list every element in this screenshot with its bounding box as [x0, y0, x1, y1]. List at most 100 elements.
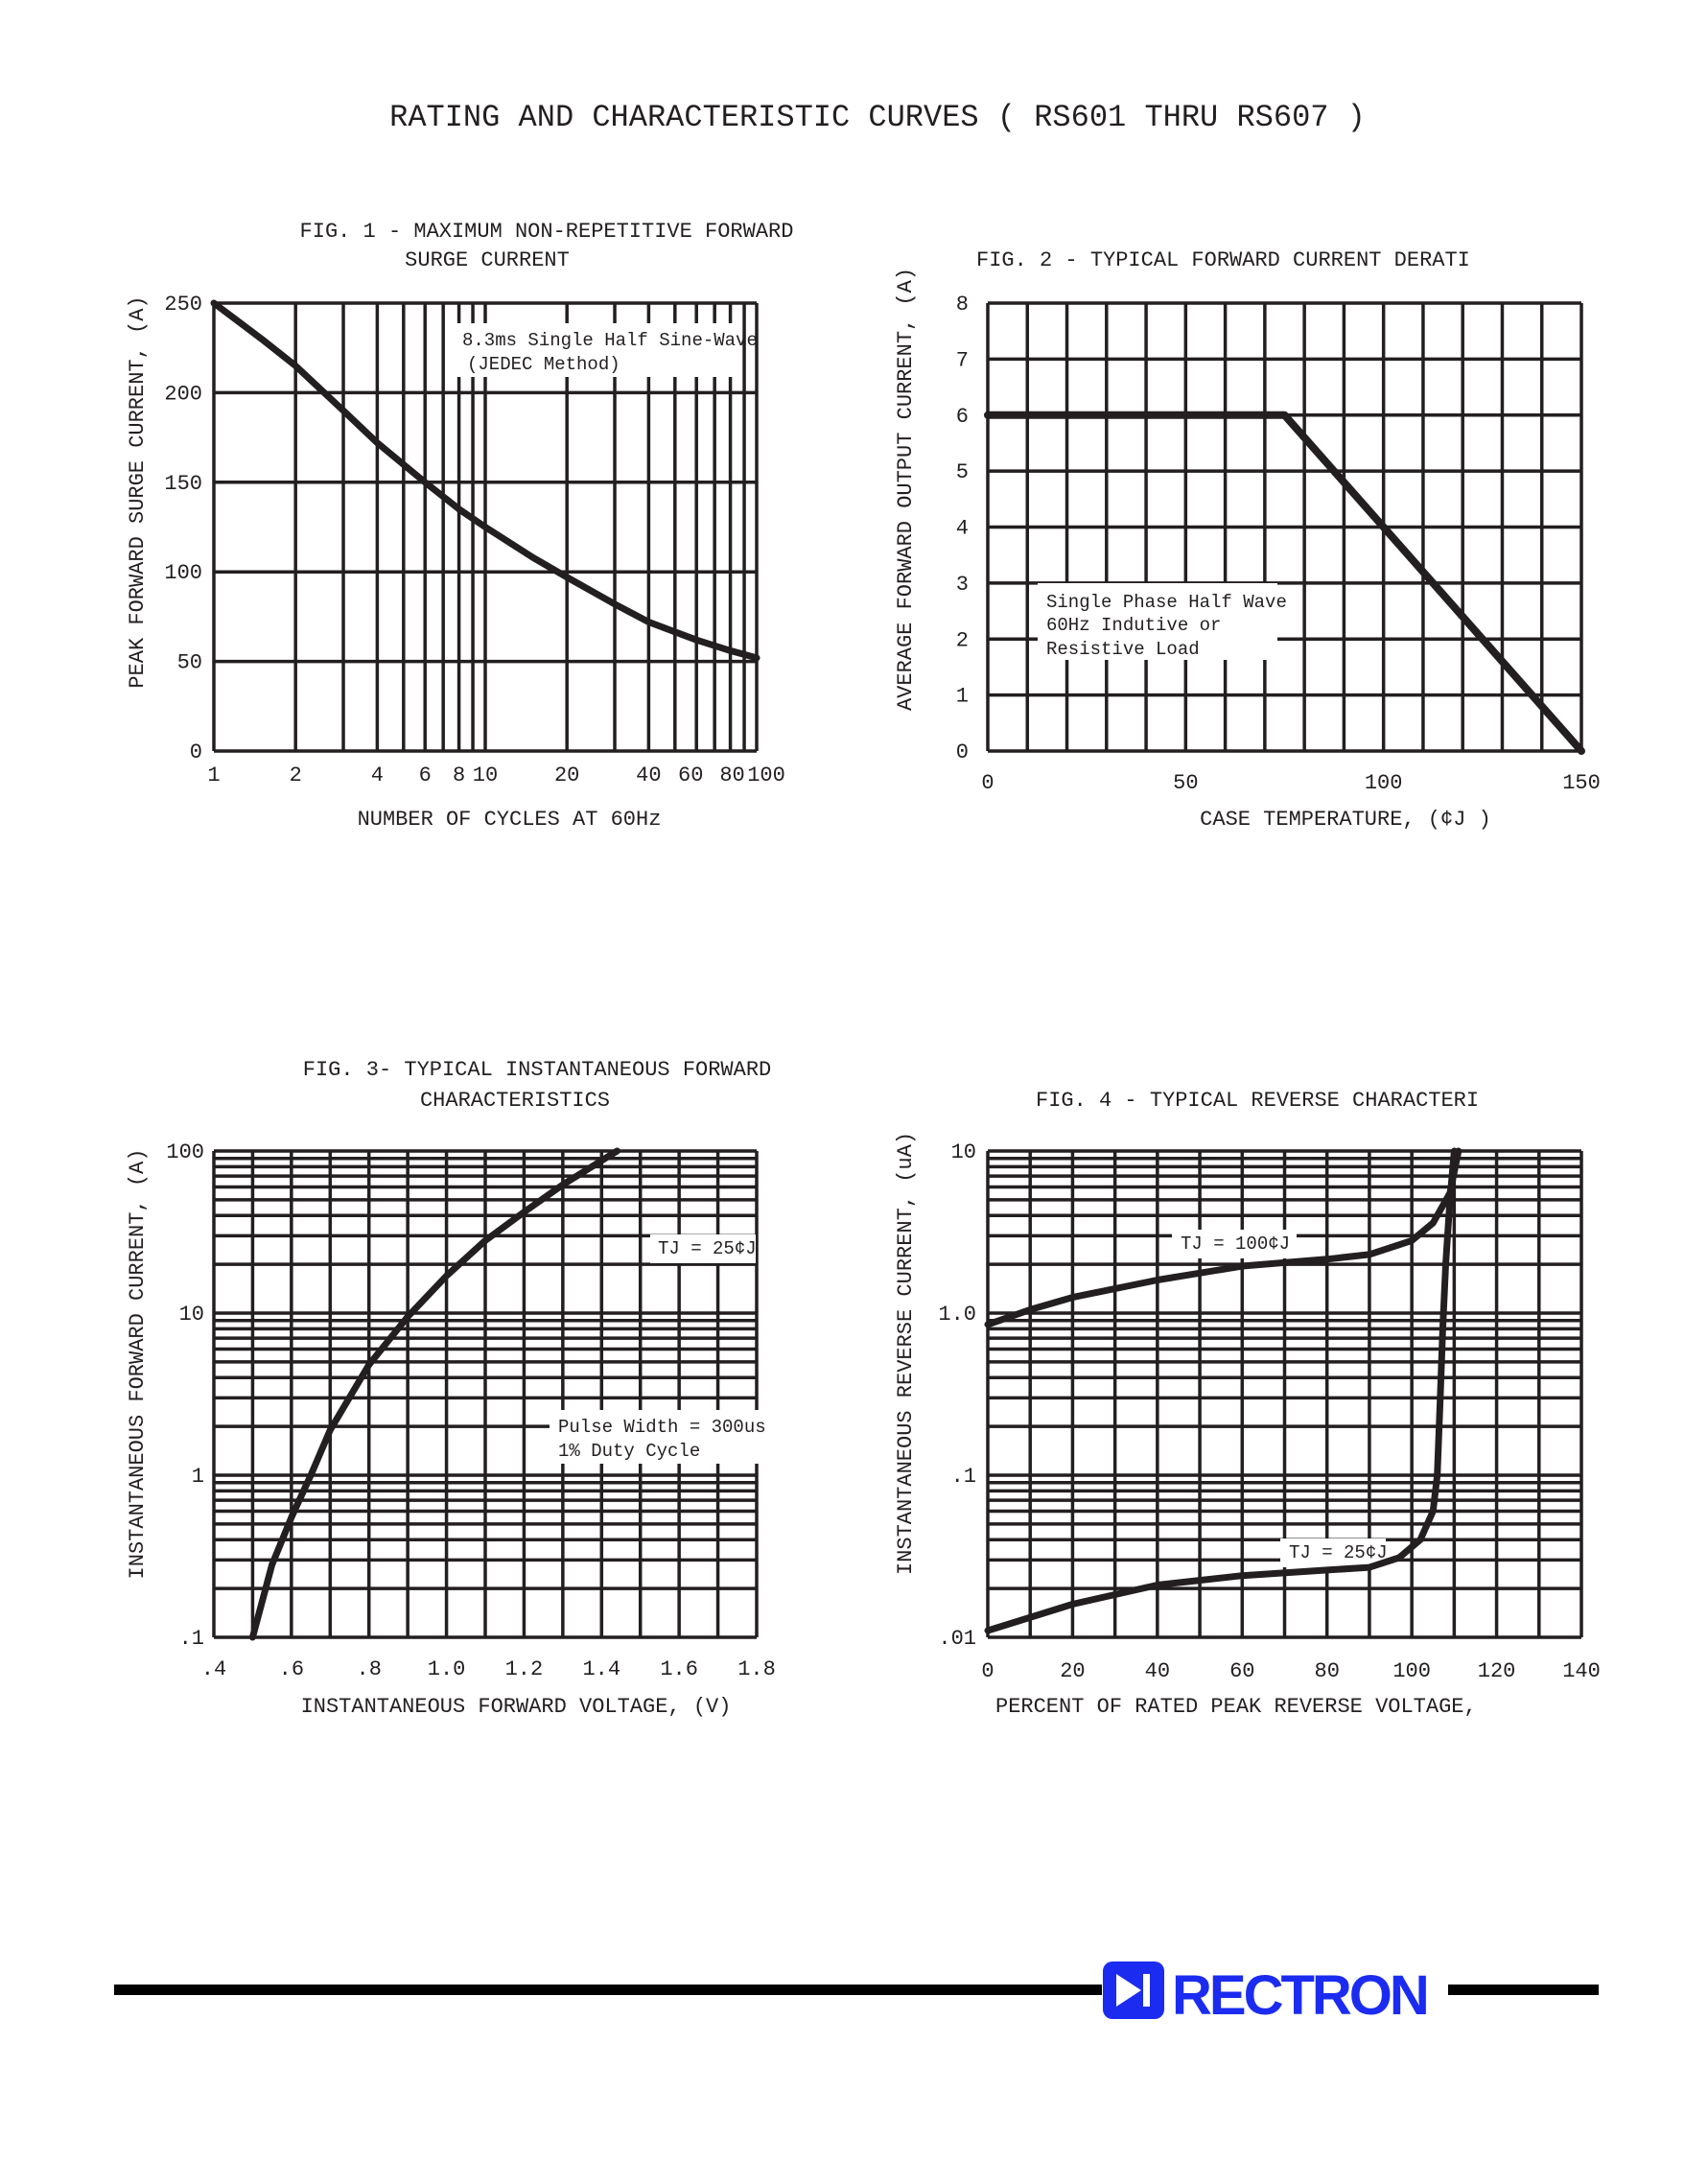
x-tick-label: 100: [1365, 771, 1403, 795]
annotation-background: [1280, 1539, 1386, 1567]
figure-title: CHARACTERISTICS: [420, 1089, 610, 1113]
annotation-text: (JEDEC Method): [467, 354, 620, 375]
y-tick-label: 0: [956, 740, 969, 764]
x-tick-label: 50: [1173, 771, 1198, 795]
x-tick-label: 1.6: [660, 1657, 698, 1681]
x-tick-label: 0: [981, 771, 994, 795]
x-tick-label: 40: [636, 763, 661, 787]
y-axis-label: INSTANTANEOUS FORWARD CURRENT, (A): [126, 1149, 150, 1580]
x-tick-label: 2: [290, 763, 302, 787]
y-axis-label: PEAK FORWARD SURGE CURRENT, (A): [126, 295, 150, 688]
series-line-1: [984, 411, 1585, 755]
x-axis-label: NUMBER OF CYCLES AT 60Hz: [358, 808, 662, 832]
footer-rule-right: [1448, 1985, 1599, 1995]
x-tick-label: 1: [207, 763, 220, 787]
annotation-background: [650, 1234, 756, 1263]
y-tick-label: 0: [190, 740, 202, 764]
x-tick-label: 4: [371, 763, 384, 787]
x-tick-label: 40: [1145, 1659, 1170, 1683]
annotation-text: 60Hz Indutive or: [1046, 615, 1221, 636]
x-tick-label: 150: [1562, 771, 1601, 795]
y-tick-label: 10: [179, 1303, 204, 1327]
x-tick-label: .6: [279, 1657, 304, 1681]
y-tick-label: 250: [164, 293, 202, 317]
y-axis-label: AVERAGE FORWARD OUTPUT CURRENT, (A): [894, 268, 918, 711]
x-axis-label: INSTANTANEOUS FORWARD VOLTAGE, (V): [301, 1695, 732, 1719]
footer: RECTRON: [114, 1961, 1599, 2027]
figure-2: FIG. 2 - TYPICAL FORWARD CURRENT DERATI 0…: [894, 248, 1601, 832]
figure-1: FIG. 1 - MAXIMUM NON-REPETITIVE FORWARD S…: [126, 220, 793, 832]
series-line-1: [248, 1147, 620, 1641]
y-tick-label: 4: [956, 517, 969, 541]
annotation-text: Single Phase Half Wave: [1046, 592, 1287, 613]
y-tick-label: 3: [956, 573, 969, 597]
x-tick-label: 100: [1392, 1659, 1431, 1683]
y-tick-label: 1: [956, 685, 969, 709]
x-tick-label: 140: [1562, 1659, 1601, 1683]
y-tick-label: 100: [166, 1140, 204, 1164]
x-axis-label: CASE TEMPERATURE, (¢J ): [1200, 808, 1491, 832]
page-title: RATING AND CHARACTERISTIC CURVES ( RS601…: [389, 100, 1366, 135]
y-tick-label: .1: [951, 1465, 976, 1489]
annotation-text: 1% Duty Cycle: [558, 1441, 700, 1462]
series-line-2: [984, 1147, 1458, 1634]
y-tick-label: .1: [179, 1627, 204, 1651]
x-tick-label: 80: [719, 763, 744, 787]
y-axis-label: INSTANTANEOUS REVERSE CURRENT, (uA): [894, 1132, 918, 1575]
x-tick-label: 0: [981, 1659, 994, 1683]
annotation-text: TJ = 25¢J: [1289, 1542, 1388, 1563]
figure-title: FIG. 4 - TYPICAL REVERSE CHARACTERI: [1036, 1089, 1479, 1113]
annotation-background: [1038, 583, 1277, 660]
y-tick-label: .01: [938, 1627, 976, 1651]
x-tick-label: 6: [419, 763, 432, 787]
x-tick-label: 10: [473, 763, 498, 787]
x-tick-label: 1.8: [737, 1657, 776, 1681]
annotation-text: Pulse Width = 300us: [558, 1417, 766, 1438]
x-tick-label: 80: [1315, 1659, 1340, 1683]
y-tick-label: 200: [164, 382, 202, 406]
annotation-background: [550, 1410, 780, 1464]
x-tick-label: 120: [1478, 1659, 1516, 1683]
annotation-text: TJ = 25¢J: [658, 1238, 757, 1259]
y-tick-label: 8: [956, 293, 969, 317]
rectron-logo: RECTRON: [1103, 1961, 1430, 2027]
y-tick-label: 2: [956, 628, 969, 652]
y-tick-label: 50: [177, 651, 202, 675]
y-tick-label: 6: [956, 405, 969, 429]
figure-title: FIG. 3- TYPICAL INSTANTANEOUS FORWARD: [303, 1058, 771, 1082]
x-tick-label: 20: [1060, 1659, 1085, 1683]
annotation-text: Resistive Load: [1046, 639, 1200, 660]
y-tick-label: 1: [192, 1465, 204, 1489]
y-tick-label: 7: [956, 348, 969, 372]
x-tick-label: 60: [678, 763, 703, 787]
x-tick-label: 8: [453, 763, 465, 787]
x-tick-label: 1.2: [505, 1657, 544, 1681]
figure-title: SURGE CURRENT: [405, 248, 570, 272]
figure-title: FIG. 1 - MAXIMUM NON-REPETITIVE FORWARD: [300, 220, 794, 244]
x-tick-label: 100: [747, 763, 785, 787]
x-tick-label: 1.4: [582, 1657, 620, 1681]
annotation-text: 8.3ms Single Half Sine-Wave: [462, 330, 758, 351]
series-line-1: [210, 299, 760, 662]
annotation-background: [455, 323, 742, 377]
x-tick-label: 20: [554, 763, 579, 787]
y-tick-label: 10: [951, 1140, 976, 1164]
x-axis-label: PERCENT OF RATED PEAK REVERSE VOLTAGE,: [995, 1695, 1477, 1719]
figure-3: FIG. 3- TYPICAL INSTANTANEOUS FORWARD CHA…: [126, 1058, 780, 1719]
y-tick-label: 5: [956, 460, 969, 484]
x-tick-label: .8: [357, 1657, 382, 1681]
figure-4: FIG. 4 - TYPICAL REVERSE CHARACTERI 0 20 40…: [894, 1089, 1601, 1719]
logo-text: RECTRON: [1172, 1964, 1427, 2027]
figure-title: FIG. 2 - TYPICAL FORWARD CURRENT DERATI: [976, 248, 1470, 272]
footer-rule-left: [114, 1985, 1102, 1995]
y-tick-label: 100: [164, 561, 202, 585]
x-tick-label: 1.0: [428, 1657, 466, 1681]
annotation-text: TJ = 100¢J: [1181, 1233, 1290, 1255]
x-tick-label: 60: [1229, 1659, 1254, 1683]
y-tick-label: 1.0: [938, 1303, 976, 1327]
x-tick-label: .4: [201, 1657, 226, 1681]
y-tick-label: 150: [164, 472, 202, 496]
series-line-1: [984, 1147, 1462, 1328]
annotation-background: [1172, 1230, 1297, 1258]
